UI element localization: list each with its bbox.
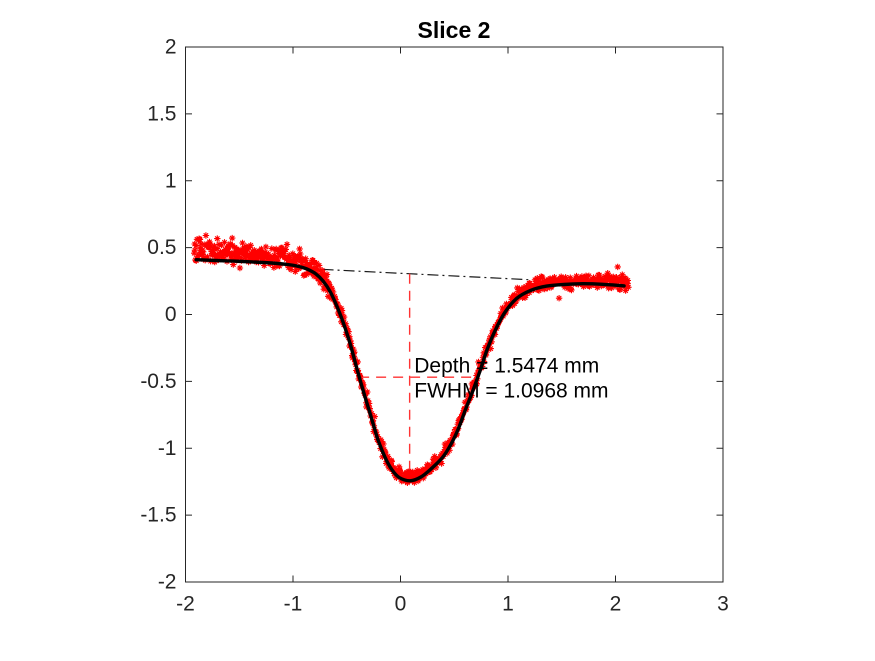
y-tick-label: 0.5 <box>147 236 176 259</box>
y-tick-label: 1.5 <box>147 102 176 125</box>
y-tick-label: 2 <box>165 36 177 59</box>
axes-box <box>185 46 724 583</box>
y-tick-label: 0 <box>165 303 177 326</box>
x-tick-label: 0 <box>395 592 407 615</box>
baseline-dashdot-line <box>301 267 530 281</box>
fit-curve <box>194 257 626 483</box>
x-tick-label: 3 <box>717 592 729 615</box>
y-tick-label: -0.5 <box>140 370 176 393</box>
x-tick-label: 2 <box>610 592 622 615</box>
depth-annotation: Depth = 1.5474 mm <box>414 354 600 378</box>
x-tick-label: -2 <box>176 592 195 615</box>
x-tick-label: -1 <box>284 592 303 615</box>
y-tick-label: -1.5 <box>140 504 176 527</box>
plot-title: Slice 2 <box>417 17 491 43</box>
fwhm-annotation: FWHM = 1.0968 mm <box>414 379 609 403</box>
y-tick-label: -1 <box>158 437 177 460</box>
y-tick-label: -2 <box>158 571 177 594</box>
y-tick-label: 1 <box>165 169 177 192</box>
x-tick-label: 1 <box>502 592 514 615</box>
